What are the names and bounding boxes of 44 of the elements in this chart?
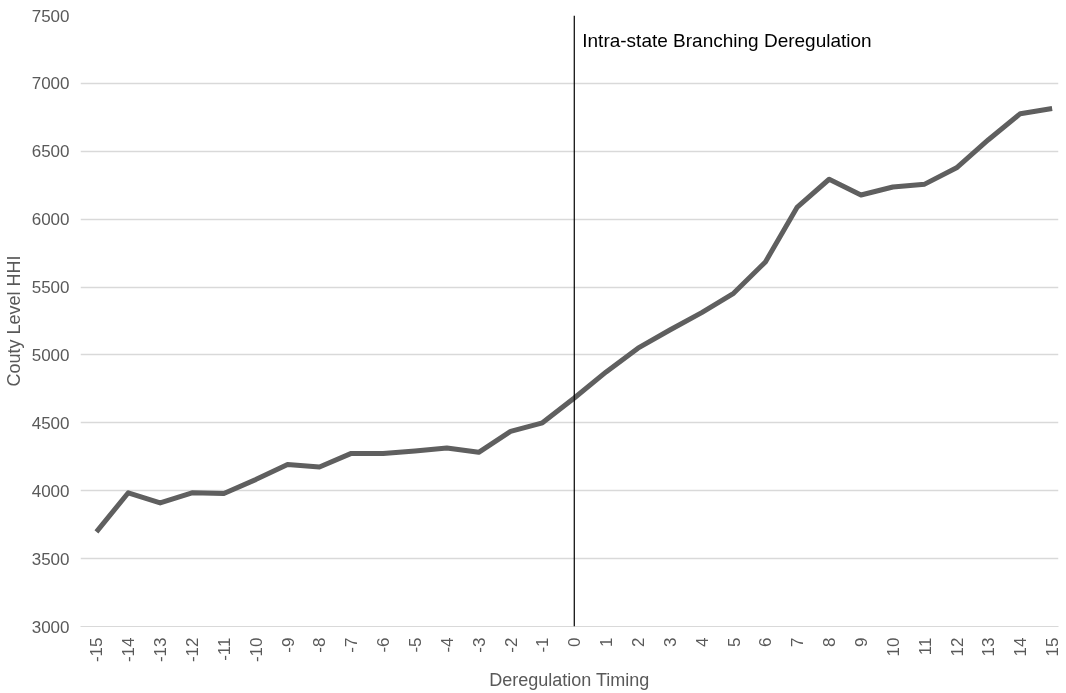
x-tick-label: -12 [183,637,202,663]
y-tick-label: 7000 [31,74,70,94]
y-axis-title: Couty Level HHI [3,255,24,387]
y-tick-label: 7500 [31,6,70,26]
x-tick-label: 2 [628,637,648,647]
x-tick-label: -5 [406,637,425,653]
x-tick-label: 8 [820,637,840,647]
x-tick-label: 12 [947,637,967,657]
x-axis-title: Deregulation Timing [489,670,650,691]
y-tick-label: 3500 [31,549,70,569]
x-tick-label: -6 [374,637,394,653]
x-tick-label: -9 [278,637,298,653]
y-tick-label: 6500 [31,142,70,162]
x-tick-label: 1 [597,637,617,647]
y-tick-label: 4000 [31,481,70,501]
x-tick-label: -4 [437,637,457,653]
x-tick-label: 3 [660,637,680,647]
x-tick-label: -8 [310,637,330,653]
x-tick-label: -1 [533,637,553,653]
y-tick-label: 5500 [31,278,70,298]
x-tick-label: 6 [756,637,776,647]
x-tick-label: 0 [565,637,585,647]
x-tick-label: -13 [151,637,171,663]
y-tick-label: 4500 [31,413,70,433]
ref-line-label: Intra-state Branching Deregulation [582,29,872,51]
x-tick-label: -10 [246,637,266,663]
x-tick-label: 15 [1043,637,1063,657]
x-tick-label: 11 [915,637,935,656]
y-tick-label: 3000 [31,617,70,637]
x-tick-label: -3 [469,637,489,653]
x-tick-label: 9 [851,637,871,647]
x-tick-label: -7 [342,637,362,653]
x-tick-label: -2 [501,637,521,653]
x-tick-label: -14 [119,637,139,663]
y-tick-label: 6000 [31,210,70,230]
x-tick-label: -11 [214,637,234,661]
x-tick-label: -15 [87,637,107,663]
x-tick-label: 13 [979,637,999,657]
x-tick-label: 4 [692,637,712,647]
x-tick-label: 5 [724,637,744,647]
x-tick-label: 14 [1011,637,1031,657]
y-tick-label: 5000 [31,345,70,365]
x-tick-label: 7 [788,637,808,647]
x-tick-label: 10 [883,637,903,657]
